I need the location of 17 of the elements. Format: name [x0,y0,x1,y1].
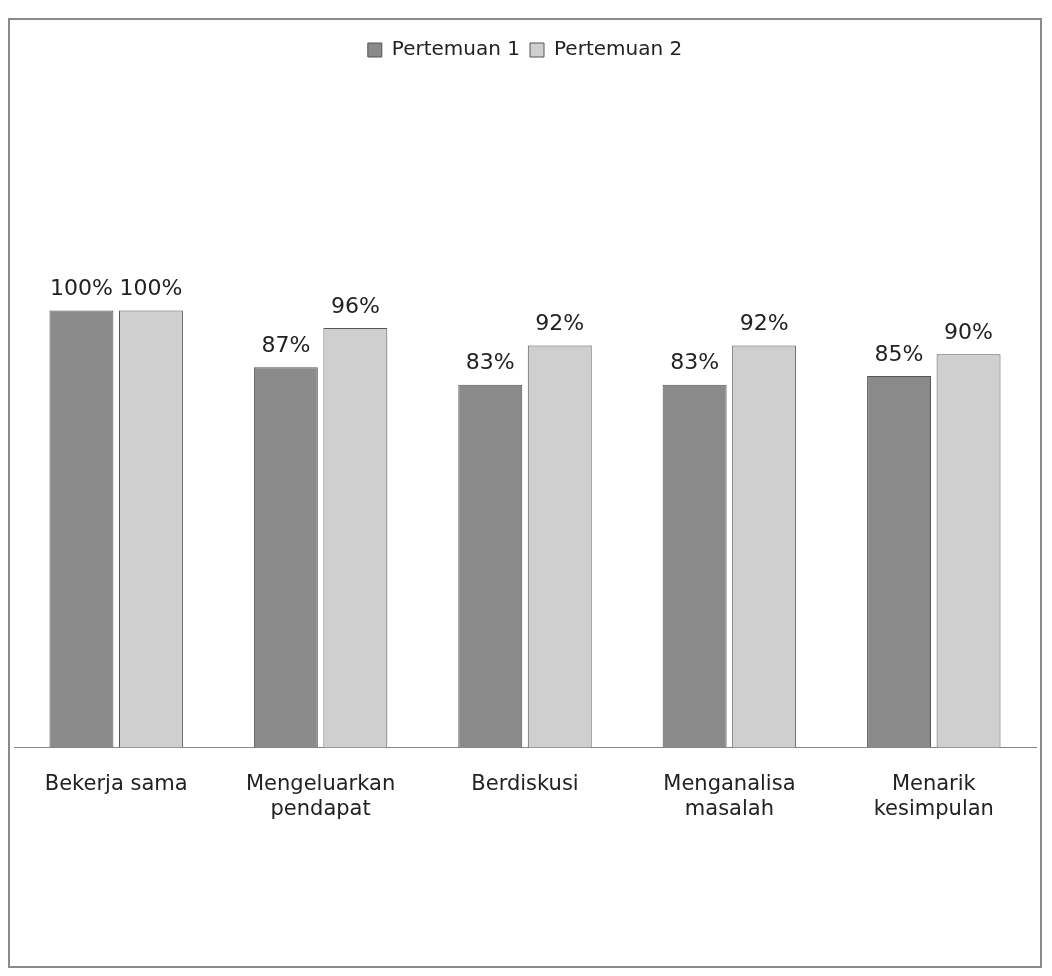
legend-label: Pertemuan 2 [554,36,683,61]
data-label: 87% [261,331,311,357]
data-label: 83% [670,349,720,375]
data-label: 83% [465,349,515,375]
x-tick-label: Mengeluarkan pendapat [245,770,396,820]
data-label: 92% [535,310,585,336]
x-tick-label: Menganalisa masalah [663,770,796,820]
legend-label: Pertemuan 1 [391,36,521,61]
x-tick-label: Berdiskusi [471,770,579,795]
data-label: 85% [874,340,924,366]
data-label: 100% [119,275,183,301]
data-label: 90% [944,318,993,344]
data-label: 92% [739,310,789,336]
data-label: 96% [330,292,380,318]
data-label: 100% [50,275,113,301]
x-tick-label: Bekerja sama [44,770,188,795]
x-tick-label: Menarik kesimpulan [873,770,994,820]
